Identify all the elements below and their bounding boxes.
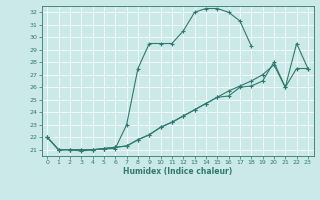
X-axis label: Humidex (Indice chaleur): Humidex (Indice chaleur) [123,167,232,176]
